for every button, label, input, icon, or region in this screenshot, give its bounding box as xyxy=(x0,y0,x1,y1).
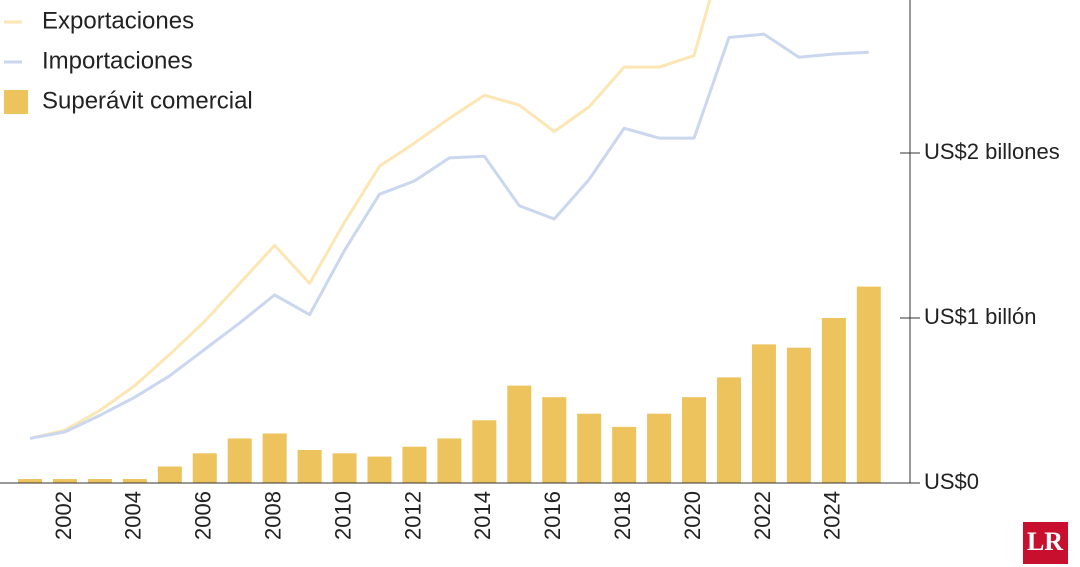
x-tick-label: 2018 xyxy=(610,491,635,540)
bar xyxy=(542,397,567,483)
y-tick-label: US$1 billón xyxy=(924,304,1037,329)
logo: LR xyxy=(1027,527,1063,556)
bar xyxy=(227,438,252,483)
x-tick-label: 2022 xyxy=(750,491,775,540)
x-tick-label: 2020 xyxy=(680,491,705,540)
line xyxy=(29,32,869,440)
legend-swatch xyxy=(4,90,28,114)
bar xyxy=(87,479,112,483)
bar xyxy=(332,453,357,483)
line xyxy=(29,0,712,440)
legend-label: Exportaciones xyxy=(42,7,194,34)
x-tick-label: 2016 xyxy=(540,491,565,540)
y-tick-label: US$2 billones xyxy=(924,139,1060,164)
x-tick-label: 2012 xyxy=(400,491,425,540)
x-tick-label: 2008 xyxy=(260,491,285,540)
bar xyxy=(192,453,217,483)
x-tick-label: 2024 xyxy=(820,491,845,540)
x-tick-label: 2010 xyxy=(330,491,355,540)
bar xyxy=(157,466,182,483)
bar xyxy=(122,479,147,483)
bar xyxy=(507,385,532,483)
bar xyxy=(786,347,811,483)
bar xyxy=(821,317,846,483)
bar xyxy=(856,286,881,483)
bar xyxy=(262,433,287,483)
bar xyxy=(18,479,42,483)
bar xyxy=(751,344,776,483)
bar xyxy=(612,426,637,483)
bar xyxy=(297,449,322,483)
y-tick-label: US$0 xyxy=(924,469,979,494)
legend-label: Importaciones xyxy=(42,47,193,74)
plot-area xyxy=(18,0,881,483)
x-tick-label: 2006 xyxy=(191,491,216,540)
bar xyxy=(437,438,462,483)
bar xyxy=(367,456,392,483)
x-tick-label: 2014 xyxy=(470,491,495,540)
bar xyxy=(682,397,707,483)
bar xyxy=(52,479,77,483)
bar xyxy=(717,377,741,483)
bar xyxy=(402,446,427,483)
bar xyxy=(577,413,602,483)
x-tick-label: 2002 xyxy=(51,491,76,540)
bar xyxy=(647,413,672,483)
legend-label: Superávit comercial xyxy=(42,87,253,114)
logo-box xyxy=(1023,522,1068,564)
bar xyxy=(472,420,497,483)
x-tick-label: 2004 xyxy=(121,491,146,540)
